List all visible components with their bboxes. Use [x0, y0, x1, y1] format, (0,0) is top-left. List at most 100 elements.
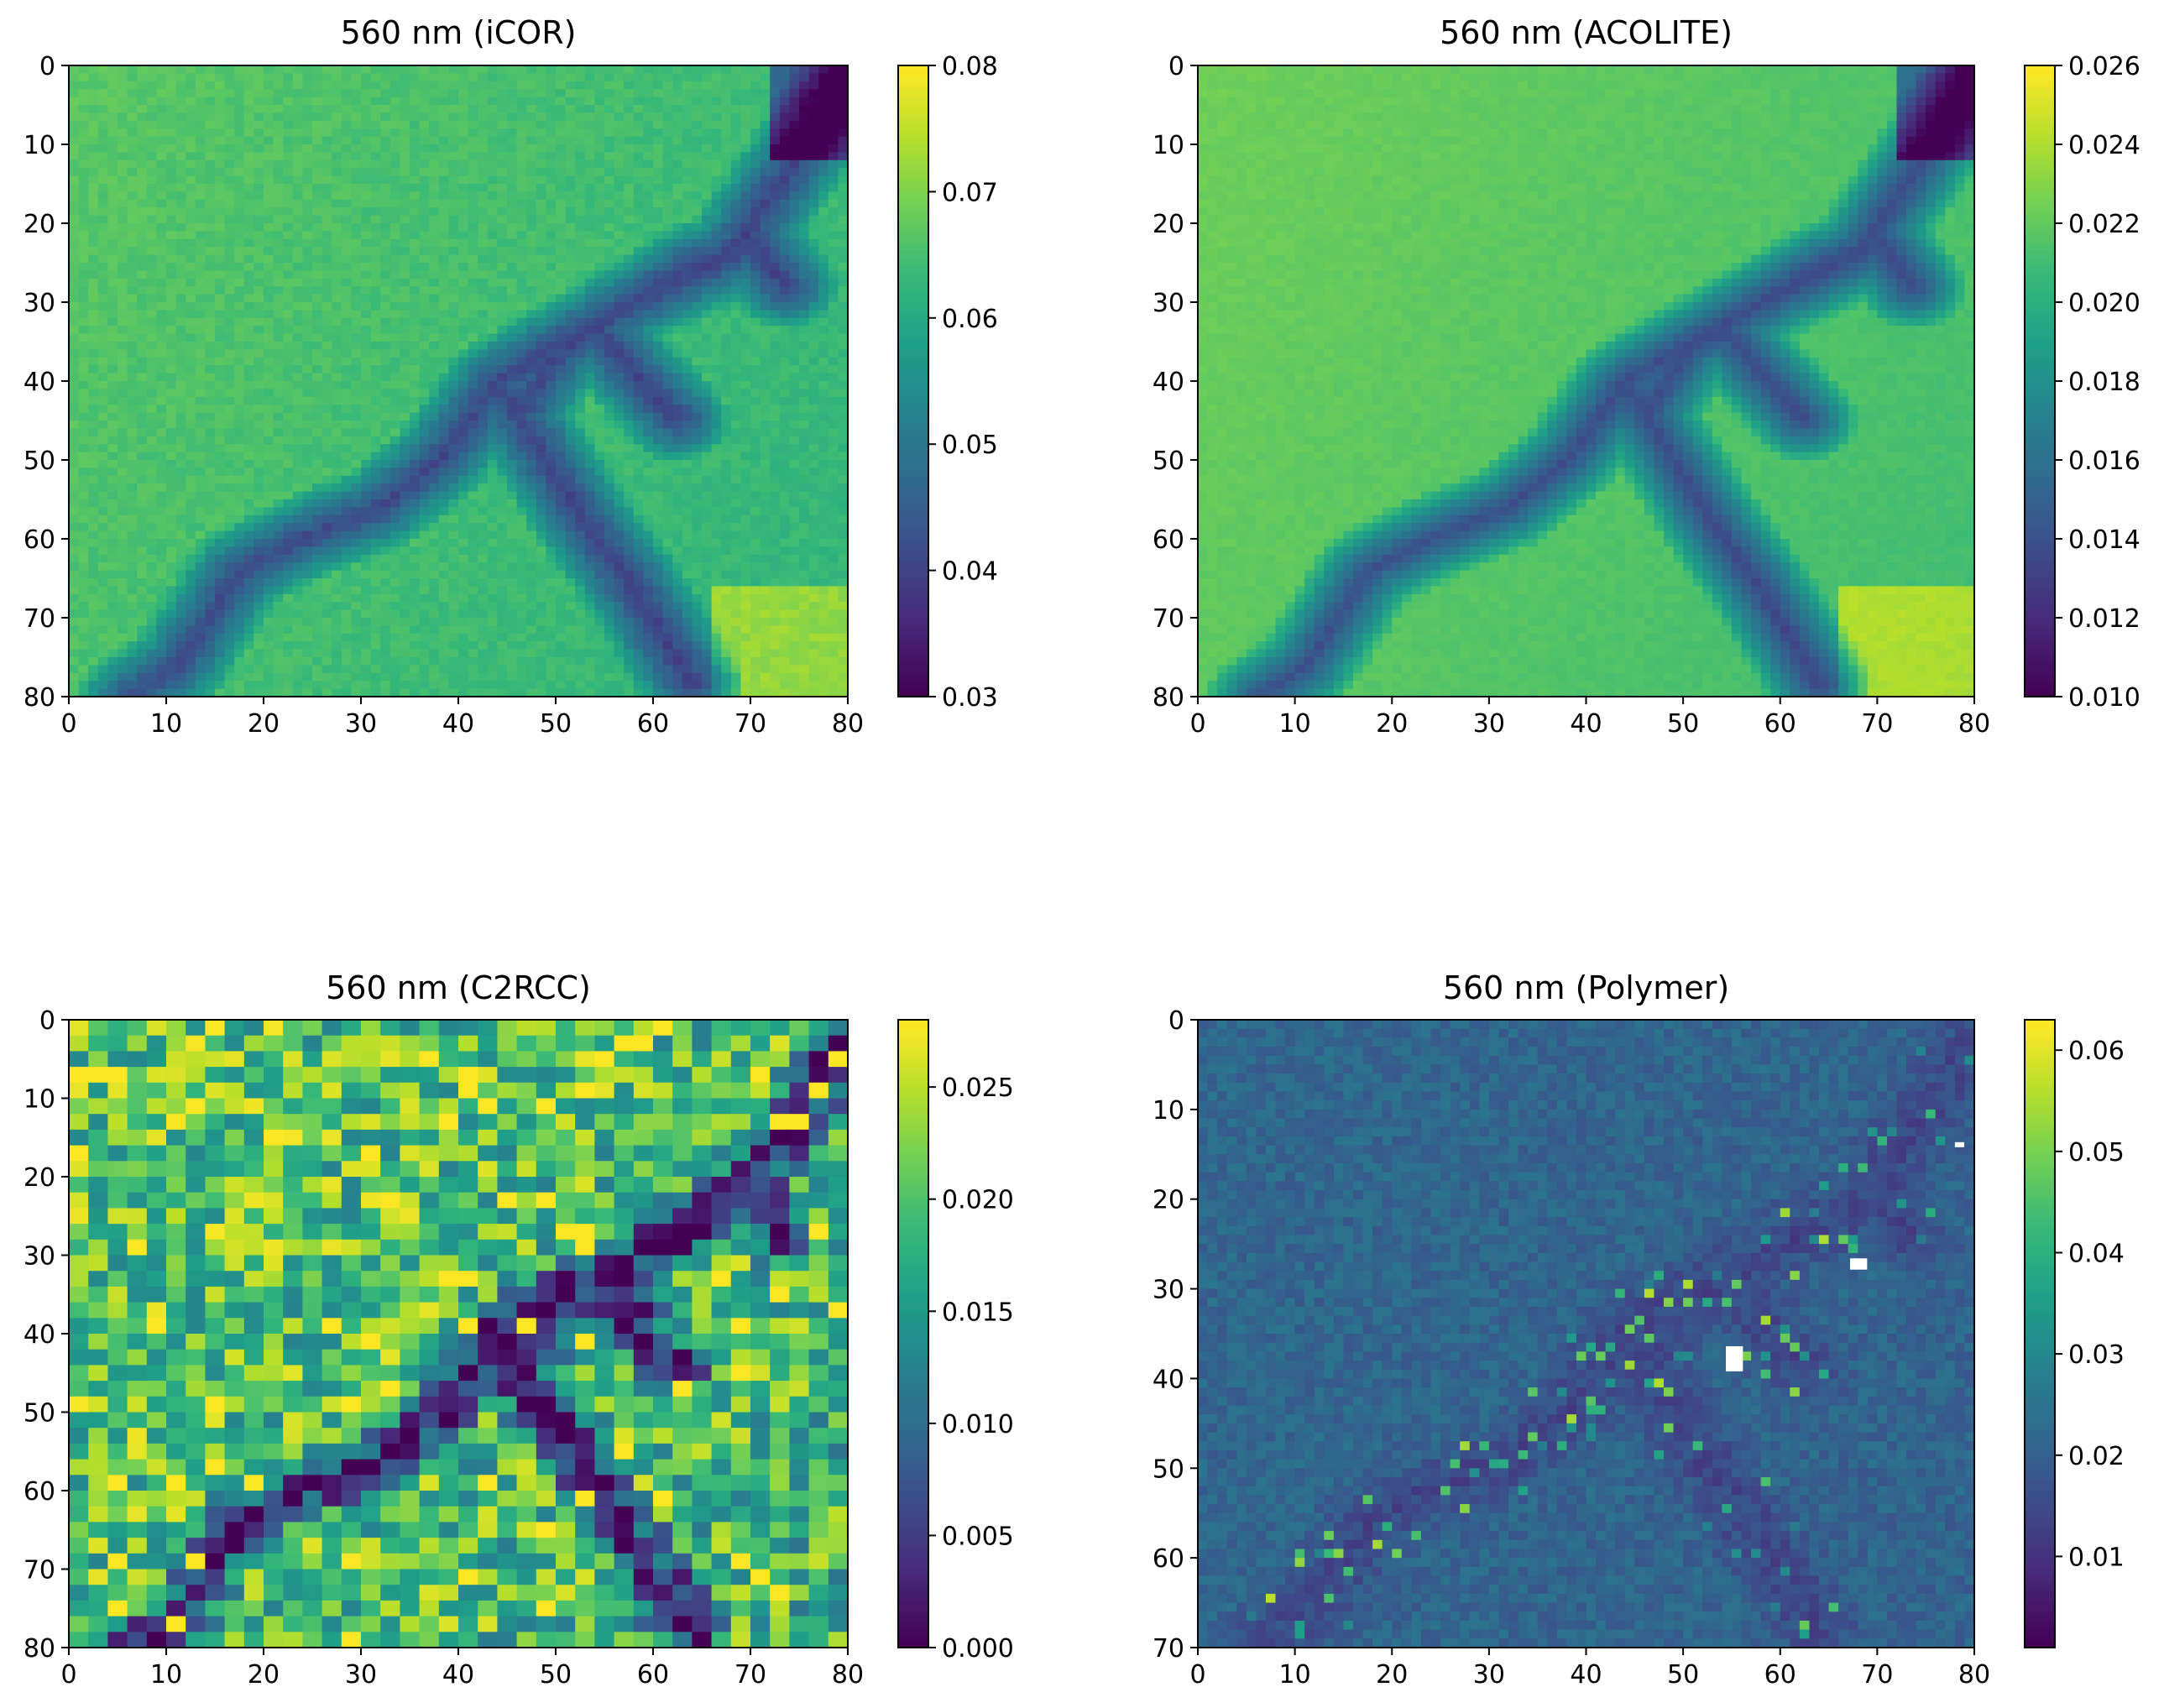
heatmap-cell: [322, 121, 332, 129]
heatmap-cell: [215, 286, 225, 295]
heatmap-cell: [166, 381, 176, 389]
heatmap-cell: [429, 279, 439, 287]
heatmap-cell: [838, 89, 848, 97]
heatmap-cell: [254, 358, 264, 366]
heatmap-cell: [137, 168, 147, 176]
heatmap-cell: [439, 279, 449, 287]
heatmap-cell: [107, 326, 118, 334]
heatmap-cell: [234, 97, 244, 106]
heatmap-cell: [225, 452, 235, 461]
heatmap-cell: [176, 342, 186, 350]
heatmap-cell: [342, 326, 352, 334]
heatmap-cell: [770, 270, 780, 279]
heatmap-cell: [234, 389, 244, 397]
heatmap-cell: [274, 318, 284, 326]
heatmap-cell: [448, 373, 458, 382]
heatmap-cell: [663, 373, 673, 382]
heatmap-cell: [400, 112, 410, 121]
heatmap-cell: [731, 381, 741, 389]
heatmap-cell: [780, 89, 790, 97]
heatmap-cell: [400, 326, 410, 334]
heatmap-cell: [128, 121, 138, 129]
heatmap-cell: [653, 452, 663, 461]
heatmap-cell: [488, 444, 498, 452]
heatmap-cell: [712, 318, 722, 326]
heatmap-cell: [264, 389, 274, 397]
heatmap-cell: [478, 216, 488, 224]
heatmap-cell: [624, 247, 634, 255]
heatmap-cell: [838, 318, 848, 326]
heatmap-cell: [107, 247, 118, 255]
heatmap-cell: [604, 452, 614, 461]
heatmap-cell: [128, 373, 138, 382]
heatmap-cell: [254, 121, 264, 129]
heatmap-cell: [488, 73, 498, 81]
heatmap-cell: [770, 200, 780, 208]
heatmap-cell: [692, 112, 702, 121]
heatmap-cell: [653, 397, 663, 405]
heatmap-cell: [420, 247, 430, 255]
heatmap-cell: [342, 302, 352, 311]
heatmap-cell: [371, 302, 381, 311]
heatmap-cell: [750, 428, 761, 436]
heatmap-cell: [371, 191, 381, 200]
heatmap-cell: [721, 270, 731, 279]
heatmap-cell: [750, 168, 761, 176]
heatmap-cell: [809, 176, 819, 185]
heatmap-cell: [322, 81, 332, 90]
heatmap-cell: [692, 373, 702, 382]
heatmap-cell: [468, 389, 478, 397]
heatmap-cell: [176, 310, 186, 318]
heatmap-cell: [225, 144, 235, 153]
heatmap-cell: [322, 365, 332, 373]
heatmap-cell: [439, 216, 449, 224]
heatmap-cell: [390, 318, 400, 326]
heatmap-cell: [770, 381, 780, 389]
heatmap-cell: [351, 358, 361, 366]
heatmap-cell: [488, 389, 498, 397]
heatmap-cell: [107, 452, 118, 461]
heatmap-cell: [137, 89, 147, 97]
heatmap-cell: [342, 334, 352, 342]
heatmap-cell: [166, 302, 176, 311]
heatmap-cell: [497, 452, 507, 461]
heatmap-cell: [838, 310, 848, 318]
heatmap-cell: [128, 144, 138, 153]
heatmap-cell: [390, 452, 400, 461]
heatmap-cell: [332, 334, 342, 342]
heatmap-cell: [761, 184, 771, 192]
heatmap-cell: [361, 326, 371, 334]
heatmap-cell: [818, 302, 828, 311]
heatmap-cell: [799, 373, 809, 382]
heatmap-cell: [390, 255, 400, 264]
heatmap-cell: [682, 270, 693, 279]
heatmap-cell: [186, 73, 196, 81]
heatmap-cell: [536, 223, 546, 232]
heatmap-cell: [274, 286, 284, 295]
heatmap-cell: [429, 200, 439, 208]
heatmap-cell: [361, 176, 371, 185]
heatmap-cell: [780, 397, 790, 405]
heatmap-cell: [566, 239, 576, 248]
heatmap-cell: [332, 112, 342, 121]
heatmap-cell: [497, 223, 507, 232]
heatmap-cell: [234, 73, 244, 81]
heatmap-cell: [750, 286, 761, 295]
heatmap-cell: [234, 105, 244, 113]
heatmap-cell: [166, 413, 176, 421]
heatmap-cell: [556, 168, 566, 176]
heatmap-cell: [342, 105, 352, 113]
heatmap-cell: [205, 420, 215, 429]
heatmap-cell: [789, 168, 799, 176]
heatmap-cell: [838, 73, 848, 81]
heatmap-cell: [478, 152, 488, 160]
heatmap-cell: [585, 389, 595, 397]
heatmap-cell: [380, 81, 390, 90]
heatmap-cell: [517, 358, 527, 366]
heatmap-cell: [536, 137, 546, 145]
heatmap-cell: [634, 358, 644, 366]
heatmap-cell: [448, 216, 458, 224]
heatmap-cell: [653, 358, 663, 366]
heatmap-cell: [107, 286, 118, 295]
heatmap-cell: [478, 358, 488, 366]
